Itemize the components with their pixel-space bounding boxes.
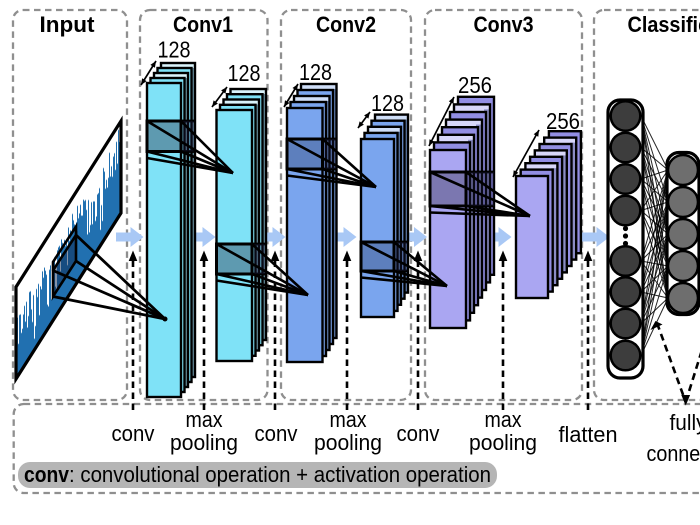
svg-text:conv: conv xyxy=(112,421,155,446)
svg-text:conv: conv xyxy=(397,421,440,446)
svg-text:max: max xyxy=(186,407,223,432)
svg-text:256: 256 xyxy=(458,72,492,98)
svg-text:Conv1: Conv1 xyxy=(173,12,233,37)
svg-text:128: 128 xyxy=(371,90,404,116)
svg-text:conv: conv xyxy=(255,421,298,446)
svg-text:max: max xyxy=(330,407,367,432)
svg-text:Classification: Classification xyxy=(628,12,700,37)
svg-text:connected: connected xyxy=(647,441,700,466)
svg-text:128: 128 xyxy=(228,60,261,86)
svg-text:pooling: pooling xyxy=(170,430,238,455)
svg-text:Input: Input xyxy=(40,12,95,37)
svg-text:flatten: flatten xyxy=(559,422,618,447)
svg-text:128: 128 xyxy=(299,59,332,85)
svg-text:pooling: pooling xyxy=(314,430,382,455)
svg-text:fully: fully xyxy=(670,410,700,435)
svg-text:conv: conv xyxy=(24,462,70,487)
svg-text:128: 128 xyxy=(158,37,191,63)
svg-text:: convolutional operation + ac: : convolutional operation + activation o… xyxy=(69,462,491,487)
svg-text:max: max xyxy=(485,407,522,432)
svg-text:pooling: pooling xyxy=(469,430,537,455)
svg-text:Conv3: Conv3 xyxy=(474,12,534,37)
svg-text:256: 256 xyxy=(546,108,580,134)
svg-text:Conv2: Conv2 xyxy=(316,12,376,37)
